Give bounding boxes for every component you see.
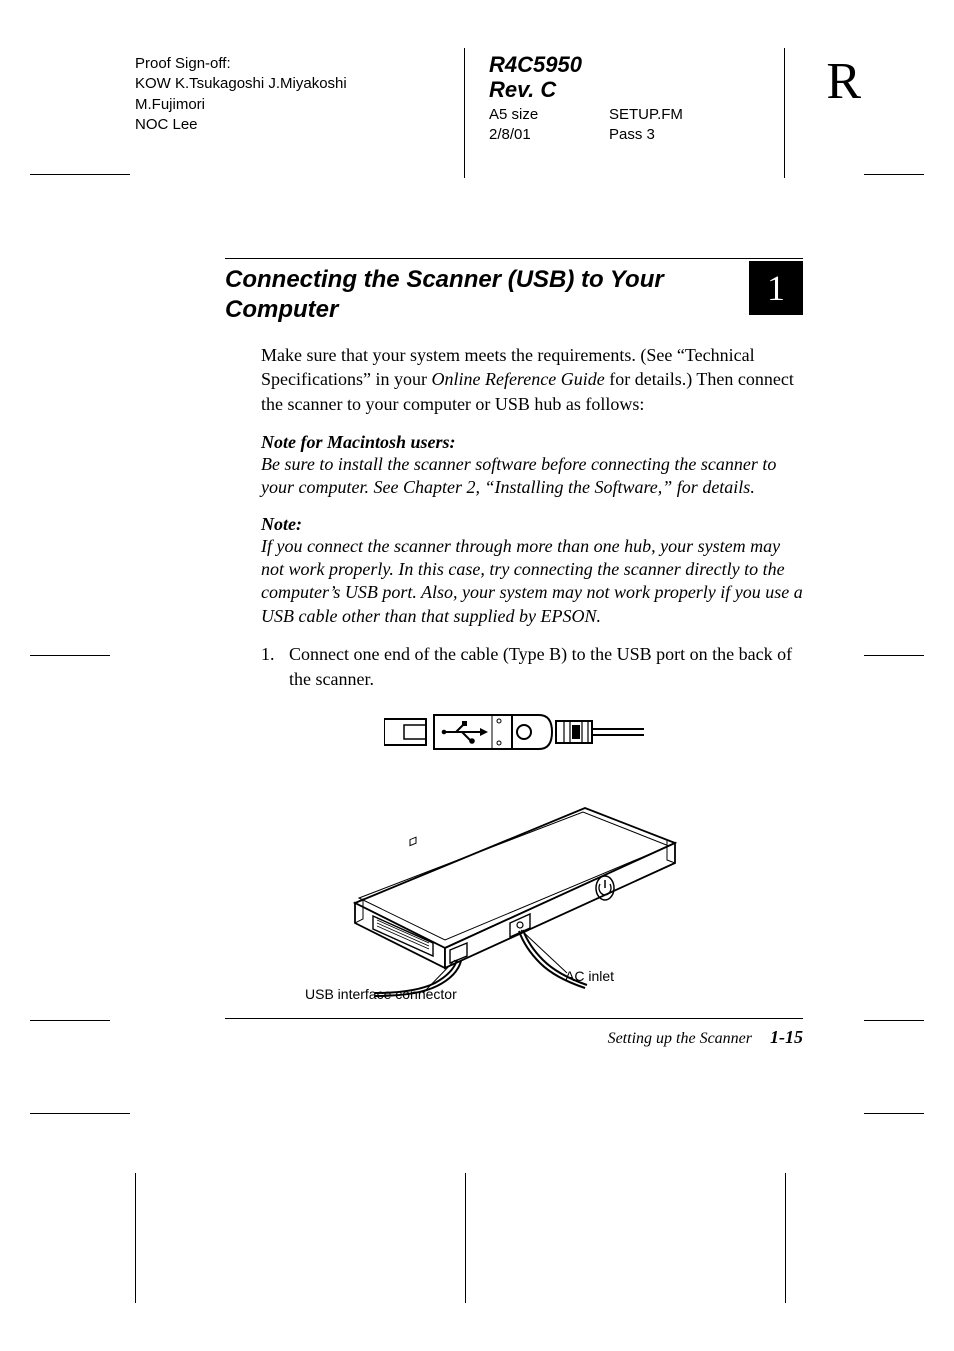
- step-item: 1. Connect one end of the cable (Type B)…: [261, 642, 803, 691]
- crop-mark: [30, 1020, 110, 1021]
- note-body: If you connect the scanner through more …: [261, 535, 803, 629]
- corner-letter: R: [826, 52, 861, 111]
- footer-separator: [465, 1173, 466, 1303]
- header-block: Proof Sign-off: KOW K.Tsukagoshi J.Miyak…: [135, 48, 803, 178]
- footer-page-number: 1-15: [770, 1027, 803, 1047]
- callout-usb: USB interface connector: [305, 986, 457, 1002]
- callout-ac: AC inlet: [565, 968, 614, 984]
- docinfo-column: R4C5950 Rev. C A5 size SETUP.FM 2/8/01 P…: [465, 48, 785, 178]
- note-heading: Note for Macintosh users:: [261, 432, 803, 453]
- note-body: Be sure to install the scanner software …: [261, 453, 803, 500]
- note-heading: Note:: [261, 514, 803, 535]
- footer-separator: [785, 1173, 786, 1303]
- doc-pass: Pass 3: [609, 125, 655, 145]
- content: Connecting the Scanner (USB) to Your Com…: [135, 258, 803, 1048]
- intro-paragraph: Make sure that your system meets the req…: [261, 343, 803, 416]
- step-number: 1.: [261, 642, 289, 691]
- footer-section: Setting up the Scanner: [608, 1030, 752, 1047]
- doc-id: R4C5950: [489, 52, 784, 77]
- doc-size: A5 size: [489, 105, 609, 125]
- doc-date: 2/8/01: [489, 125, 609, 145]
- chapter-badge: 1: [749, 261, 803, 315]
- crop-mark: [864, 1113, 924, 1114]
- ref-title: Online Reference Guide: [431, 369, 604, 389]
- crop-mark: [30, 174, 130, 175]
- signoff-line: M.Fujimori: [135, 95, 454, 115]
- crop-mark: [864, 655, 924, 656]
- page: Proof Sign-off: KOW K.Tsukagoshi J.Miyak…: [135, 48, 803, 1148]
- signoff-column: Proof Sign-off: KOW K.Tsukagoshi J.Miyak…: [135, 48, 465, 178]
- footer-separator: [135, 1173, 136, 1303]
- step-text: Connect one end of the cable (Type B) to…: [289, 642, 803, 691]
- doc-file: SETUP.FM: [609, 105, 683, 125]
- figure-scanner: AC inlet USB interface connector: [315, 788, 803, 1008]
- crop-mark: [30, 655, 110, 656]
- figure-usb-connector: [225, 711, 803, 758]
- section-rule: [225, 258, 803, 259]
- section-title: Connecting the Scanner (USB) to Your Com…: [225, 265, 749, 325]
- page-footer: Setting up the Scanner 1-15: [225, 1018, 803, 1048]
- crop-mark: [864, 174, 924, 175]
- section-head: Connecting the Scanner (USB) to Your Com…: [225, 265, 803, 325]
- crop-mark: [864, 1020, 924, 1021]
- signoff-line: NOC Lee: [135, 115, 454, 135]
- signoff-line: KOW K.Tsukagoshi J.Miyakoshi: [135, 74, 454, 94]
- signoff-label: Proof Sign-off:: [135, 54, 454, 74]
- doc-rev: Rev. C: [489, 77, 784, 102]
- crop-mark: [30, 1113, 130, 1114]
